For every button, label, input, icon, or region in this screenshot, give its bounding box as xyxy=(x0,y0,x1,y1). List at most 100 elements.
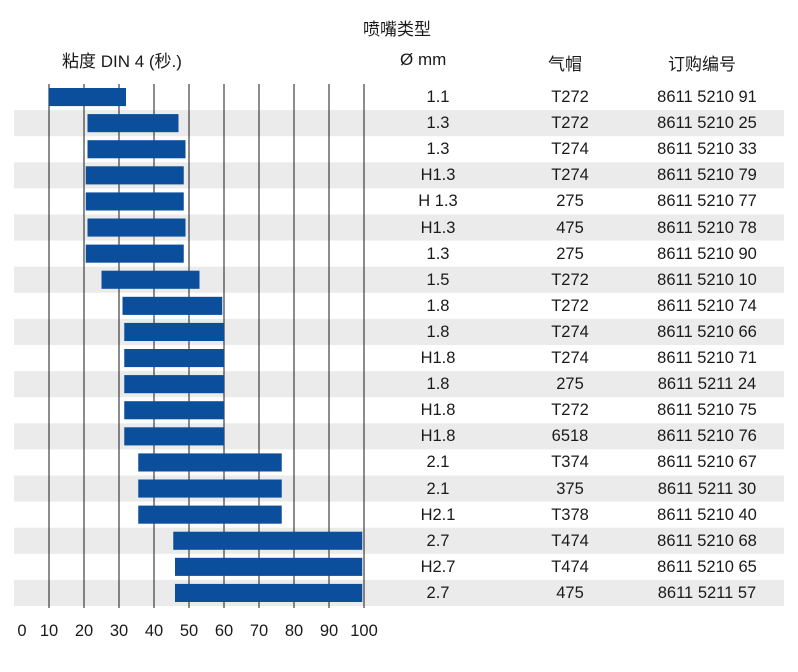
diameter-cell: 1.8 xyxy=(426,322,450,341)
viscosity-header: 粘度 DIN 4 (秒.) xyxy=(62,52,182,71)
air-cap-cell: T272 xyxy=(551,114,589,133)
order-number-cell: 8611 5210 40 xyxy=(657,505,757,524)
diameter-cell: 2.1 xyxy=(426,479,450,498)
diameter-cell: H1.3 xyxy=(420,218,456,237)
air-cap-cell: T272 xyxy=(551,296,589,315)
x-tick-label: 40 xyxy=(145,622,163,640)
viscosity-range-bar xyxy=(87,140,186,159)
diameter-cell: H1.8 xyxy=(420,401,456,420)
air-cap-cell: 6518 xyxy=(551,427,589,446)
order-number-cell: 8611 5211 24 xyxy=(657,375,757,394)
viscosity-range-bar xyxy=(138,479,282,498)
row-stripe xyxy=(14,527,784,554)
air-cap-cell: 375 xyxy=(556,479,584,498)
x-tick-label: 10 xyxy=(40,622,58,640)
air-cap-cell: T274 xyxy=(551,322,589,341)
order-number-cell: 8611 5210 77 xyxy=(657,192,757,211)
viscosity-range-bar xyxy=(85,166,184,185)
x-tick-label: 30 xyxy=(110,622,128,640)
air-cap-cell: 275 xyxy=(556,375,584,394)
air-cap-cell: 275 xyxy=(556,244,584,263)
air-cap-cell: T272 xyxy=(551,401,589,420)
viscosity-range-bar xyxy=(49,88,126,107)
order-number-cell: 8611 5210 10 xyxy=(657,270,757,289)
air-cap-cell: T274 xyxy=(551,166,589,185)
air-cap-cell: T274 xyxy=(551,140,589,159)
order-number-cell: 8611 5210 75 xyxy=(657,401,757,420)
row-stripe xyxy=(14,579,784,606)
x-tick-label: 100 xyxy=(350,622,378,640)
viscosity-range-bar xyxy=(138,453,282,472)
x-tick-label: 0 xyxy=(17,622,26,640)
order-number-cell: 8611 5210 91 xyxy=(657,88,757,106)
order-number-cell: 8611 5210 79 xyxy=(657,166,757,185)
order-number-cell: 8611 5210 71 xyxy=(657,349,757,367)
x-tick-label: 20 xyxy=(75,622,93,640)
x-tick-label: 60 xyxy=(215,622,233,640)
air-cap-cell: 275 xyxy=(556,192,584,211)
x-tick-label: 90 xyxy=(320,622,338,640)
diameter-cell: 2.1 xyxy=(426,453,450,472)
viscosity-range-bar xyxy=(173,531,363,550)
viscosity-range-bar xyxy=(85,192,184,211)
diameter-cell: H1.8 xyxy=(420,349,456,367)
viscosity-range-bar xyxy=(124,401,224,420)
viscosity-range-bar xyxy=(175,557,363,576)
x-tick-label: 50 xyxy=(180,622,198,640)
order-number-cell: 8611 5210 33 xyxy=(657,140,757,159)
diameter-cell: H1.3 xyxy=(420,166,456,185)
order-number-cell: 8611 5210 90 xyxy=(657,244,757,263)
diameter-cell: 1.3 xyxy=(426,244,450,263)
viscosity-range-bar xyxy=(124,375,224,394)
viscosity-range-bar xyxy=(87,218,186,237)
air-cap-cell: T272 xyxy=(551,270,589,289)
diameter-cell: H1.8 xyxy=(420,427,456,446)
diameter-cell: 1.3 xyxy=(426,140,450,159)
viscosity-range-bar xyxy=(85,244,184,263)
diameter-cell: 1.8 xyxy=(426,296,450,315)
order-number-cell: 8611 5211 30 xyxy=(657,479,757,498)
viscosity-range-bar xyxy=(124,427,224,446)
diameter-cell: 1.5 xyxy=(426,270,450,289)
diameter-cell: 2.7 xyxy=(426,583,450,602)
air-cap-cell: T378 xyxy=(551,505,589,524)
air-cap-cell: 475 xyxy=(556,218,584,237)
order-number-cell: 8611 5210 74 xyxy=(657,296,757,315)
viscosity-range-bar xyxy=(87,114,179,133)
order-number-header: 订购编号 xyxy=(668,55,736,74)
x-tick-label: 70 xyxy=(250,622,268,640)
air-cap-cell: T374 xyxy=(551,453,589,472)
viscosity-range-bar xyxy=(124,349,224,368)
order-number-cell: 8611 5210 78 xyxy=(657,218,757,237)
order-number-cell: 8611 5210 65 xyxy=(657,557,757,576)
x-tick-label: 80 xyxy=(285,622,303,640)
viscosity-range-bar xyxy=(101,270,200,289)
order-number-cell: 8611 5211 57 xyxy=(657,583,757,602)
diameter-cell: 1.8 xyxy=(426,375,450,394)
air-cap-cell: T272 xyxy=(551,88,589,106)
diameter-cell: 1.3 xyxy=(426,114,450,133)
viscosity-range-bar xyxy=(175,583,363,602)
order-number-cell: 8611 5210 76 xyxy=(657,427,757,446)
diameter-cell: H2.1 xyxy=(420,505,456,524)
order-number-cell: 8611 5210 25 xyxy=(657,114,757,133)
diameter-cell: 1.1 xyxy=(426,88,450,106)
order-number-cell: 8611 5210 67 xyxy=(657,453,757,472)
viscosity-range-bar xyxy=(124,322,224,341)
air-cap-cell: T474 xyxy=(551,531,589,550)
air-cap-cell: T474 xyxy=(551,557,589,576)
order-number-cell: 8611 5210 68 xyxy=(657,531,757,550)
air-cap-header: 气帽 xyxy=(548,55,582,74)
air-cap-cell: 475 xyxy=(556,583,584,602)
diameter-cell: H 1.3 xyxy=(418,192,458,211)
viscosity-range-bar xyxy=(138,505,282,524)
diameter-header: Ø mm xyxy=(400,50,447,69)
order-number-cell: 8611 5210 66 xyxy=(657,322,757,341)
nozzle-type-header: 喷嘴类型 xyxy=(363,20,431,39)
diameter-cell: 2.7 xyxy=(426,531,450,550)
diameter-cell: H2.7 xyxy=(420,557,456,576)
viscosity-range-bar xyxy=(122,296,223,315)
air-cap-cell: T274 xyxy=(551,349,589,367)
